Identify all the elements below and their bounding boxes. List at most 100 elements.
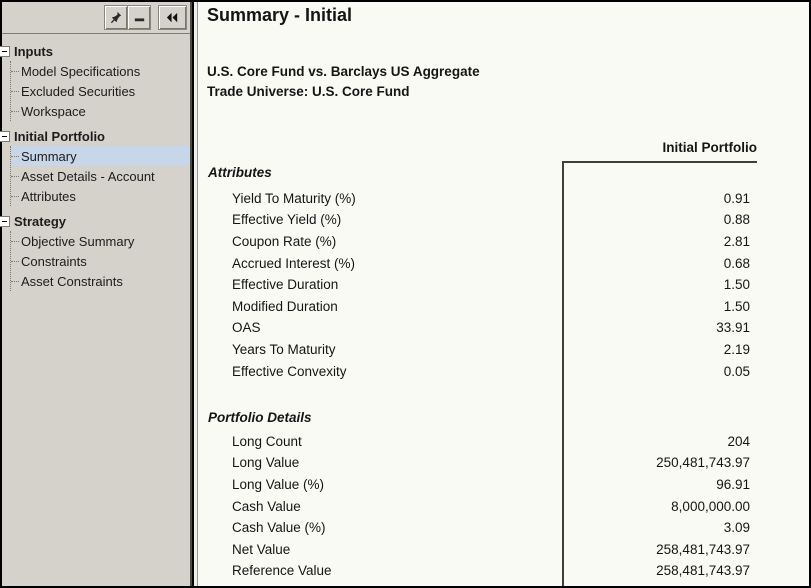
row-label: Cash Value (%) xyxy=(232,520,326,536)
tree-item-label: Excluded Securities xyxy=(21,83,136,99)
collapse-sidebar-button[interactable] xyxy=(158,5,187,30)
table-row: Cash Value 8,000,000.00 xyxy=(208,495,756,517)
tree-connector xyxy=(11,195,19,197)
tree-connector xyxy=(11,90,19,92)
sidebar-item-asset-details-account[interactable]: Asset Details - Account xyxy=(11,166,190,186)
sidebar-item-summary[interactable]: Summary xyxy=(11,146,190,166)
table-row: Cash Value (%) 3.09 xyxy=(208,517,756,539)
summary-report-table: Attributes Yield To Maturity (%) 0.91 Ef… xyxy=(208,162,756,582)
table-row: Net Value 258,481,743.97 xyxy=(208,539,756,561)
tree-connector xyxy=(11,240,19,242)
sidebar-toolbar xyxy=(2,2,190,34)
tree-connector xyxy=(11,175,19,177)
table-row: Effective Yield (%) 0.88 xyxy=(208,209,756,231)
row-label: Long Value xyxy=(232,455,300,471)
row-label: Effective Duration xyxy=(232,277,339,293)
report-panel: Summary - Initial U.S. Core Fund vs. Bar… xyxy=(197,2,809,586)
table-row: Modified Duration 1.50 xyxy=(208,296,756,318)
row-label: Long Count xyxy=(232,433,302,449)
tree-item-label: Workspace xyxy=(21,103,86,119)
tree-item-label: Asset Constraints xyxy=(21,273,123,289)
tree-group-initial-portfolio: Initial Portfolio Summary Asset Details … xyxy=(0,126,190,206)
row-label: OAS xyxy=(232,320,261,336)
row-label: Coupon Rate (%) xyxy=(232,234,337,250)
table-row: Long Value (%) 96.91 xyxy=(208,474,756,496)
tree-group-strategy-header[interactable]: Strategy xyxy=(0,211,190,231)
tree-group-label: Inputs xyxy=(14,43,53,59)
row-value: 250,481,743.97 xyxy=(656,455,750,471)
table-row: OAS 33.91 xyxy=(208,317,756,339)
sidebar-item-attributes[interactable]: Attributes xyxy=(11,186,190,206)
collapse-node-icon[interactable] xyxy=(0,130,10,142)
row-value: 8,000,000.00 xyxy=(671,498,750,514)
tree-item-label: Constraints xyxy=(21,253,87,269)
row-value: 2.19 xyxy=(723,342,750,358)
sidebar-item-model-specifications[interactable]: Model Specifications xyxy=(11,61,190,81)
row-value: 204 xyxy=(727,433,750,449)
tree-group-label: Strategy xyxy=(14,213,67,229)
tree-group-strategy-children: Objective Summary Constraints Asset Cons… xyxy=(10,231,190,291)
trade-universe-subtitle: Trade Universe: U.S. Core Fund xyxy=(207,84,410,99)
row-value: 0.68 xyxy=(723,255,750,271)
minimize-panel-button[interactable] xyxy=(127,5,151,30)
row-label: Cash Value xyxy=(232,498,301,514)
collapse-node-icon[interactable] xyxy=(0,45,10,57)
table-row: Long Value 250,481,743.97 xyxy=(208,452,756,474)
row-value: 258,481,743.97 xyxy=(656,563,750,579)
row-label: Yield To Maturity (%) xyxy=(232,190,356,206)
tree-connector xyxy=(11,70,19,72)
tree-group-inputs-header[interactable]: Inputs xyxy=(0,41,190,61)
row-label: Years To Maturity xyxy=(232,342,336,358)
column-header-initial-portfolio: Initial Portfolio xyxy=(662,140,758,155)
tree-group-label: Initial Portfolio xyxy=(14,128,105,144)
row-value: 0.88 xyxy=(723,212,750,228)
collapse-node-icon[interactable] xyxy=(0,215,10,227)
row-value: 2.81 xyxy=(723,234,750,250)
sidebar-item-excluded-securities[interactable]: Excluded Securities xyxy=(11,81,190,101)
page-title: Summary - Initial xyxy=(207,5,353,25)
tree-connector xyxy=(11,280,19,282)
navigation-tree: Inputs Model Specifications Excluded Sec… xyxy=(0,34,190,291)
value-column-border xyxy=(562,161,757,586)
table-row: Coupon Rate (%) 2.81 xyxy=(208,231,756,253)
row-label: Effective Convexity xyxy=(232,363,347,379)
row-label: Accrued Interest (%) xyxy=(232,255,356,271)
tree-group-initial-portfolio-children: Summary Asset Details - Account Attribut… xyxy=(10,146,190,206)
tree-connector xyxy=(11,110,19,112)
tree-item-label: Attributes xyxy=(21,188,76,204)
table-row: Long Count 204 xyxy=(208,431,756,453)
table-row: Effective Convexity 0.05 xyxy=(208,360,756,382)
row-value: 1.50 xyxy=(723,298,750,314)
sidebar-toolbar-buttons xyxy=(104,5,187,30)
pushpin-icon xyxy=(109,10,124,25)
table-row: Years To Maturity 2.19 xyxy=(208,339,756,361)
row-value: 1.50 xyxy=(723,277,750,293)
double-left-arrow-icon xyxy=(164,10,181,25)
row-label: Modified Duration xyxy=(232,298,338,314)
sidebar-item-workspace[interactable]: Workspace xyxy=(11,101,190,121)
tree-item-label: Objective Summary xyxy=(21,233,135,249)
tree-item-label: Asset Details - Account xyxy=(21,168,155,184)
sidebar-item-constraints[interactable]: Constraints xyxy=(11,251,190,271)
sidebar-item-asset-constraints[interactable]: Asset Constraints xyxy=(11,271,190,291)
table-row: Reference Value 258,481,743.97 xyxy=(208,560,756,582)
row-label: Net Value xyxy=(232,541,291,557)
row-value: 0.91 xyxy=(723,190,750,206)
row-label: Reference Value xyxy=(232,563,332,579)
tree-group-strategy: Strategy Objective Summary Constraints A… xyxy=(0,211,190,291)
row-value: 3.09 xyxy=(723,520,750,536)
pin-panel-button[interactable] xyxy=(104,5,128,30)
table-row: Effective Duration 1.50 xyxy=(208,274,756,296)
row-label: Effective Yield (%) xyxy=(232,212,342,228)
section-header-portfolio-details: Portfolio Details xyxy=(208,410,312,426)
navigation-sidebar: Inputs Model Specifications Excluded Sec… xyxy=(0,2,192,586)
table-row: Accrued Interest (%) 0.68 xyxy=(208,252,756,274)
row-value: 96.91 xyxy=(716,477,750,493)
panel-splitter[interactable] xyxy=(194,2,197,586)
tree-connector xyxy=(11,260,19,262)
tree-item-label: Model Specifications xyxy=(21,63,141,79)
sidebar-item-objective-summary[interactable]: Objective Summary xyxy=(11,231,190,251)
tree-group-initial-portfolio-header[interactable]: Initial Portfolio xyxy=(0,126,190,146)
table-row: Yield To Maturity (%) 0.91 xyxy=(208,188,756,210)
